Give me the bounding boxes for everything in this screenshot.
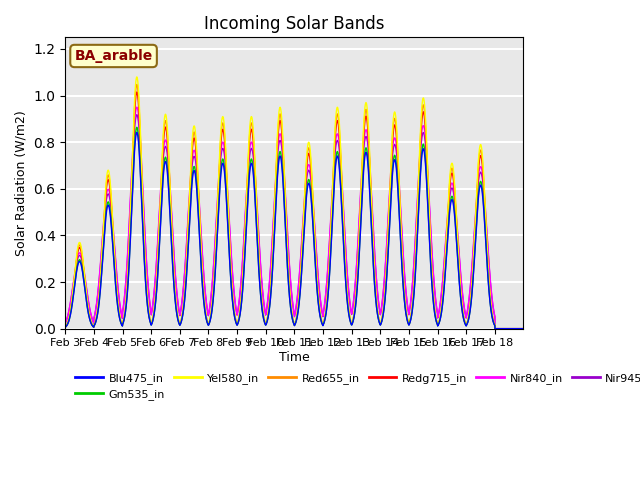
Line: Blu475_in: Blu475_in (65, 132, 524, 329)
Line: Gm535_in: Gm535_in (65, 127, 524, 329)
Yel580_in (61, 324, 69, 330)
Nir945_in (61, 320, 69, 326)
Redg715_in (393, 140, 401, 146)
Red655_in (450, 173, 458, 179)
Redg715_in (515, 326, 522, 332)
Yel580_in (156, 223, 163, 229)
Blu475_in (515, 326, 522, 332)
Gm535_in (353, 293, 360, 299)
Nir945_in (491, 326, 499, 332)
Nir840_in (450, 185, 458, 191)
Nir840_in (156, 211, 163, 216)
Nir840_in (393, 146, 401, 152)
Yel580_in (491, 326, 499, 332)
Red655_in (520, 326, 527, 332)
Gm535_in (491, 326, 499, 332)
Redg715_in (520, 326, 527, 332)
Yel580_in (515, 326, 522, 332)
Red655_in (491, 326, 499, 332)
Red655_in (422, 133, 430, 139)
Nir945_in (520, 326, 527, 332)
Nir840_in (491, 326, 499, 332)
Red655_in (353, 287, 360, 292)
Blu475_in (520, 326, 527, 332)
X-axis label: Time: Time (279, 351, 310, 364)
Redg715_in (353, 288, 360, 294)
Gm535_in (133, 124, 141, 130)
Blu475_in (422, 170, 430, 176)
Red655_in (133, 82, 141, 87)
Yel580_in (353, 286, 360, 291)
Nir945_in (353, 265, 360, 271)
Line: Nir840_in: Nir840_in (65, 107, 524, 329)
Redg715_in (133, 89, 141, 95)
Red655_in (515, 326, 522, 332)
Nir840_in (353, 263, 360, 269)
Title: Incoming Solar Bands: Incoming Solar Bands (204, 15, 385, 33)
Gm535_in (156, 244, 163, 250)
Nir840_in (422, 142, 430, 148)
Redg715_in (156, 229, 163, 235)
Nir945_in (156, 215, 163, 220)
Yel580_in (393, 129, 401, 134)
Nir945_in (515, 326, 522, 332)
Nir840_in (61, 320, 69, 326)
Blu475_in (156, 246, 163, 252)
Nir945_in (450, 190, 458, 196)
Blu475_in (61, 324, 69, 330)
Nir945_in (422, 148, 430, 154)
Yel580_in (520, 326, 527, 332)
Legend: Blu475_in, Gm535_in, Yel580_in, Red655_in, Redg715_in, Nir840_in, Nir945_in: Blu475_in, Gm535_in, Yel580_in, Red655_i… (71, 369, 640, 405)
Nir840_in (515, 326, 522, 332)
Y-axis label: Solar Radiation (W/m2): Solar Radiation (W/m2) (15, 110, 28, 256)
Nir840_in (520, 326, 527, 332)
Redg715_in (61, 324, 69, 330)
Yel580_in (133, 74, 141, 80)
Red655_in (61, 324, 69, 330)
Blu475_in (393, 172, 401, 178)
Blu475_in (353, 294, 360, 300)
Blu475_in (133, 130, 141, 135)
Nir945_in (393, 153, 401, 158)
Line: Redg715_in: Redg715_in (65, 92, 524, 329)
Redg715_in (422, 139, 430, 144)
Red655_in (156, 226, 163, 232)
Nir945_in (133, 112, 141, 118)
Gm535_in (450, 200, 458, 206)
Blu475_in (450, 203, 458, 209)
Gm535_in (515, 326, 522, 332)
Yel580_in (450, 168, 458, 174)
Redg715_in (450, 178, 458, 184)
Blu475_in (491, 326, 499, 332)
Gm535_in (520, 326, 527, 332)
Text: BA_arable: BA_arable (74, 49, 153, 63)
Gm535_in (393, 168, 401, 174)
Yel580_in (422, 127, 430, 132)
Gm535_in (61, 324, 69, 330)
Nir840_in (133, 104, 141, 110)
Gm535_in (422, 167, 430, 172)
Redg715_in (491, 326, 499, 332)
Red655_in (393, 134, 401, 140)
Line: Red655_in: Red655_in (65, 84, 524, 329)
Line: Nir945_in: Nir945_in (65, 115, 524, 329)
Line: Yel580_in: Yel580_in (65, 77, 524, 329)
